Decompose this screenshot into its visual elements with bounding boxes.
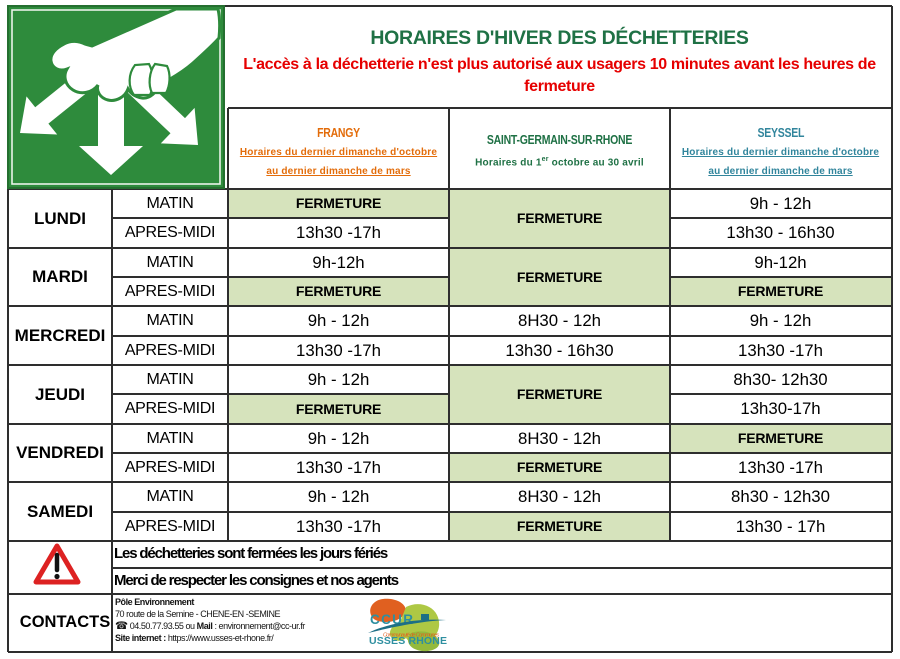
svg-text:USSES RHONE: USSES RHONE [369,635,447,647]
svg-text:Communauté de Communes: Communauté de Communes [383,633,439,639]
